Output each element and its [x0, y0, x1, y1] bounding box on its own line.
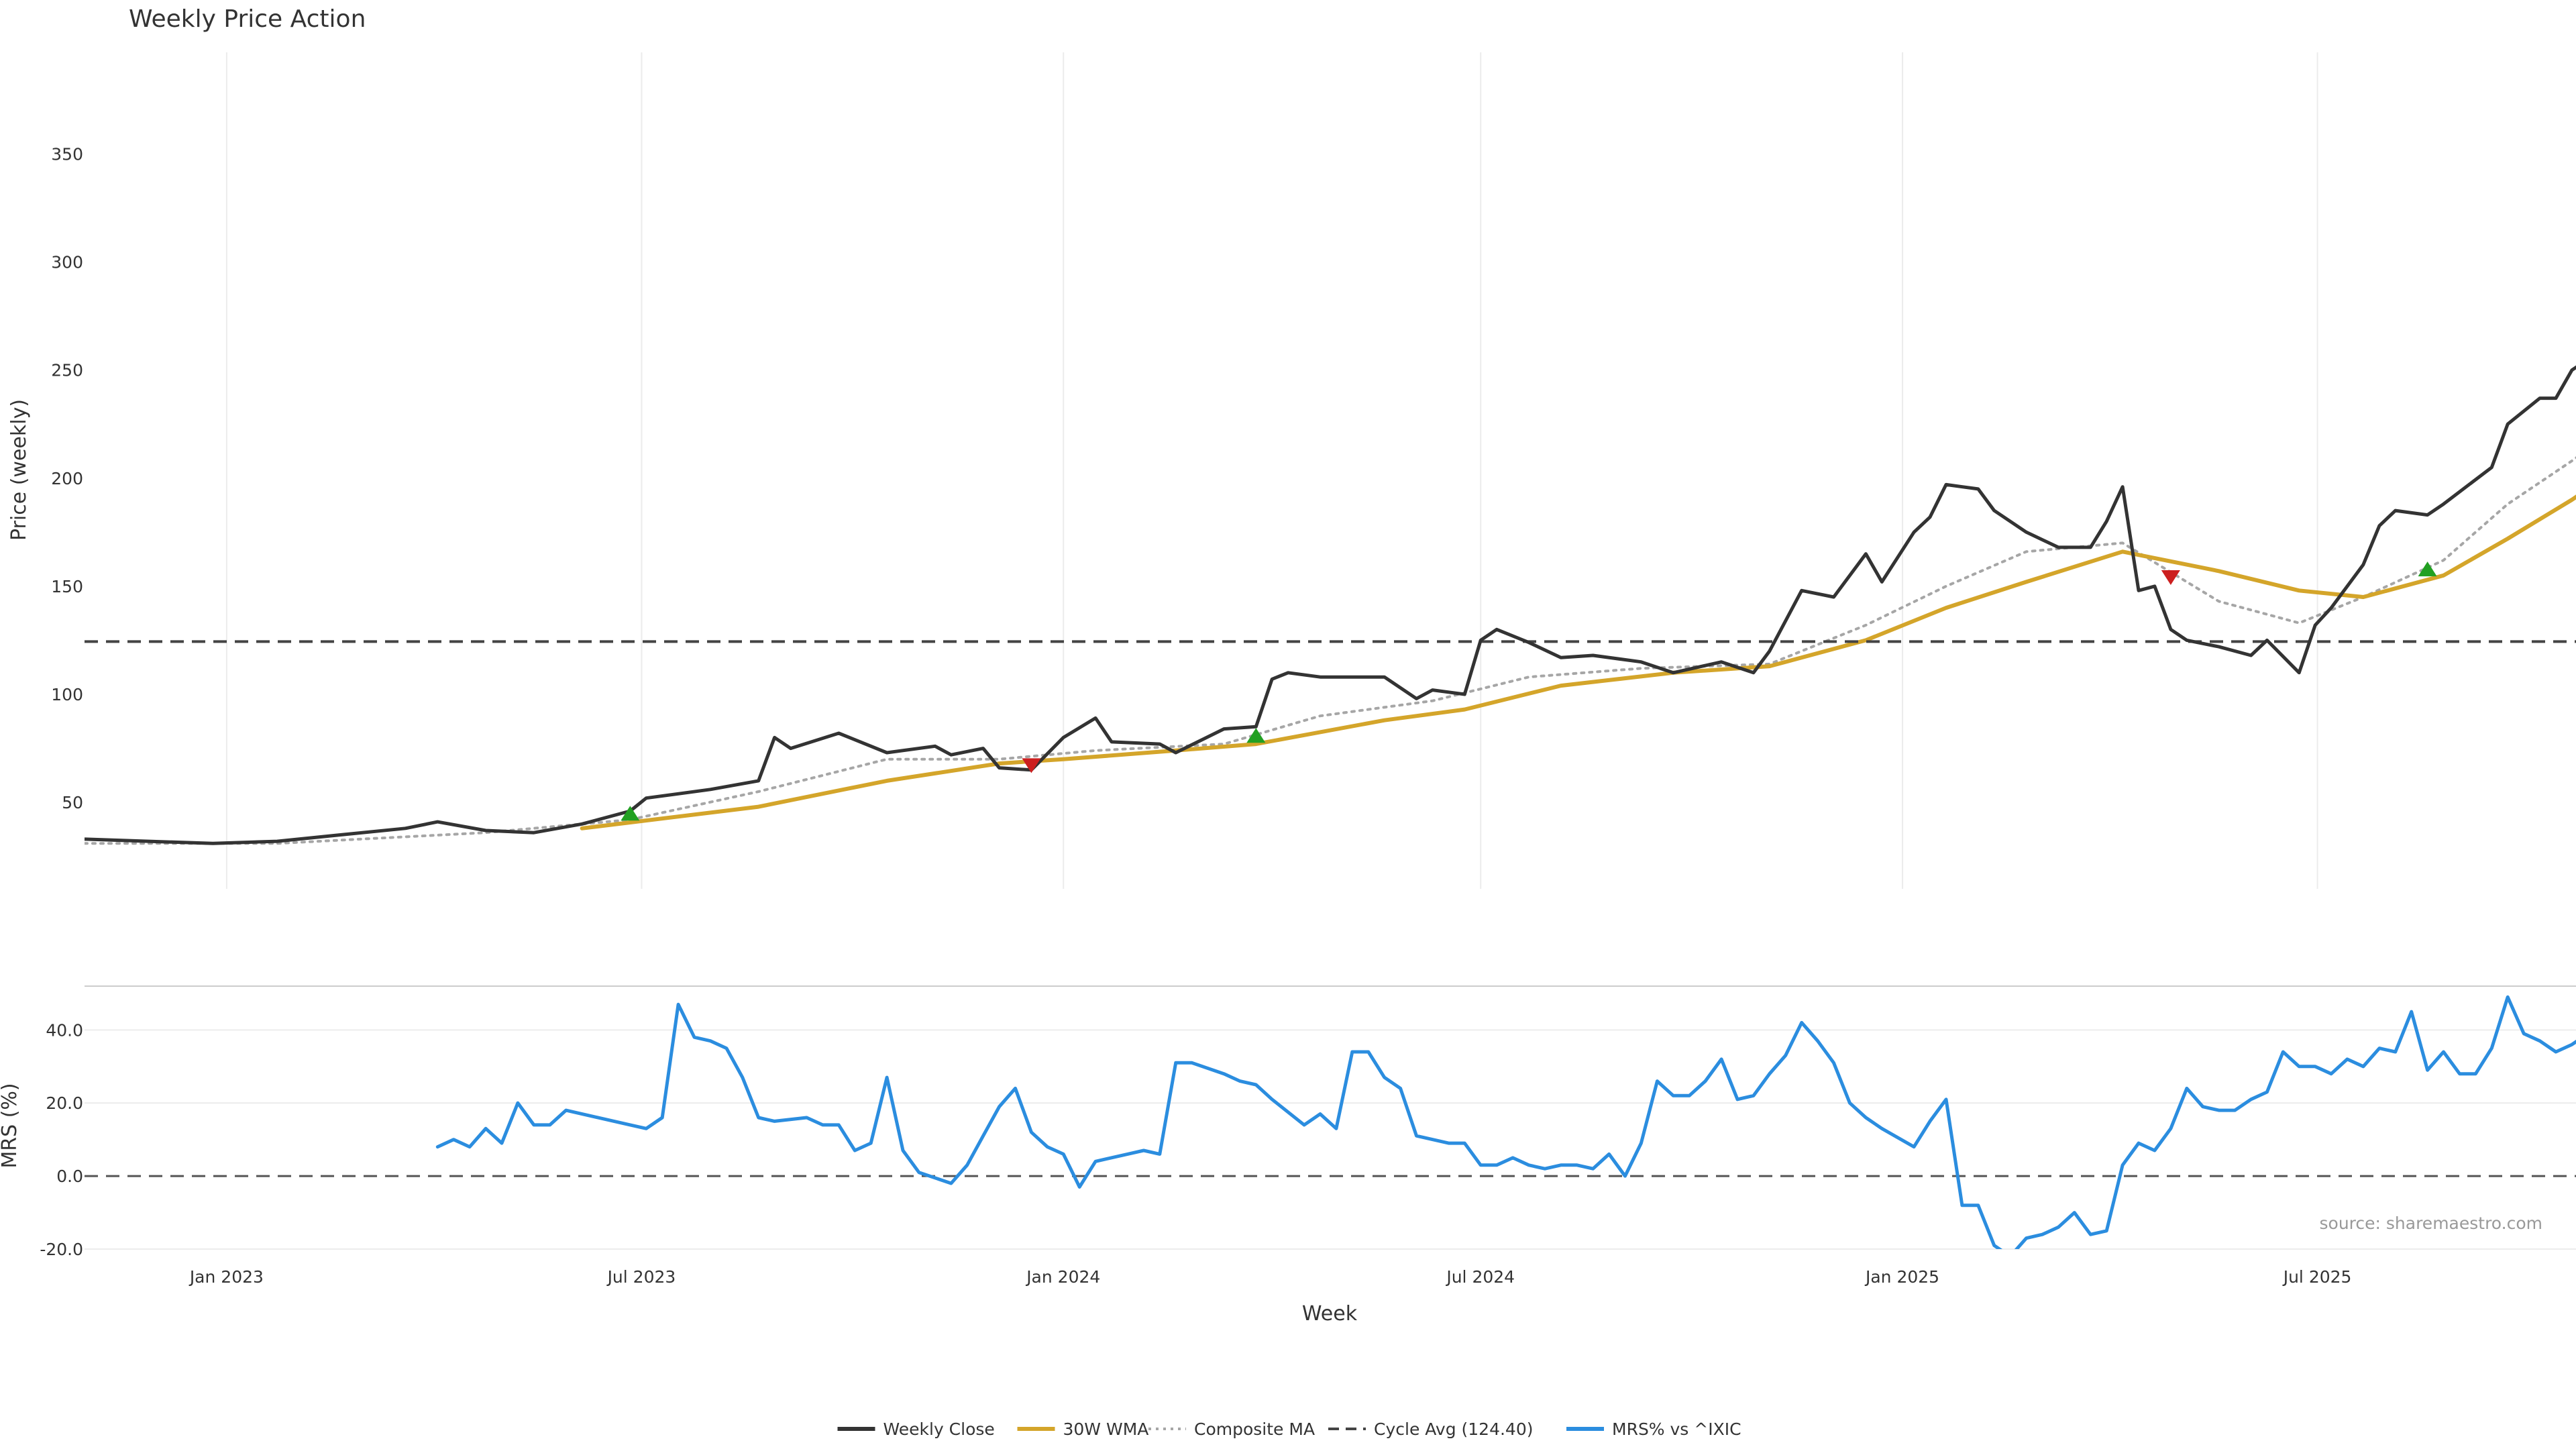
legend: Weekly Close 30W WMA Composite MA Cycle Avg… — [837, 1419, 1741, 1439]
mrs-y-tick-label: 40.0 — [46, 1020, 83, 1040]
source-note: source: sharemaestro.com — [2320, 1214, 2543, 1233]
x-axis-label: Week — [1302, 1302, 1358, 1326]
x-tick-label: Jul 2024 — [1445, 1267, 1515, 1287]
legend-label: 30W WMA — [1063, 1419, 1149, 1439]
mrs-y-tick-label: -20.0 — [40, 1240, 83, 1259]
buy-signal-marker — [621, 806, 640, 821]
price-y-axis-label: Price (weekly) — [7, 399, 31, 541]
buy-signal-marker — [2418, 561, 2437, 577]
chart-title: Weekly Price Action — [129, 5, 366, 33]
price-y-tick-label: 100 — [51, 685, 83, 704]
price-y-tick-label: 350 — [51, 144, 83, 164]
sell-signal-marker — [2161, 570, 2180, 585]
mrs-y-axis-label: MRS (%) — [0, 1083, 21, 1168]
series-line-mrs — [435, 995, 2576, 1249]
price-y-tick-label: 250 — [51, 361, 83, 380]
sell-signal-marker — [1022, 758, 1041, 773]
mrs-y-tick-label: 20.0 — [46, 1093, 83, 1113]
x-tick-label: Jul 2023 — [606, 1267, 676, 1287]
x-tick-label: Jul 2025 — [2282, 1267, 2352, 1287]
mrs-panel: -20.0 0.0 20.0 40.0 MRS (%) source: sharemaes… — [0, 985, 2576, 1287]
price-panel: 50 100 150 200 250 300 350 Price (weekly) — [7, 52, 2576, 889]
legend-label: Cycle Avg (124.40) — [1374, 1419, 1534, 1439]
legend-label: Composite MA — [1194, 1419, 1315, 1439]
series-line-30w-wma — [580, 494, 2576, 830]
legend-label: Weekly Close — [883, 1419, 995, 1439]
price-y-tick-label: 200 — [51, 469, 83, 488]
legend-label: MRS% vs ^IXIC — [1612, 1419, 1741, 1439]
price-y-tick-label: 50 — [62, 793, 83, 812]
price-y-tick-label: 150 — [51, 577, 83, 596]
series-line-weekly-close — [85, 365, 2576, 845]
buy-signal-marker — [1246, 728, 1266, 743]
x-tick-label: Jan 2025 — [1864, 1267, 1939, 1287]
mrs-y-tick-label: 0.0 — [56, 1167, 83, 1186]
x-tick-label: Jan 2023 — [189, 1267, 264, 1287]
price-y-tick-label: 300 — [51, 253, 83, 272]
x-tick-label: Jan 2024 — [1025, 1267, 1100, 1287]
series-line-composite-ma — [85, 456, 2576, 845]
